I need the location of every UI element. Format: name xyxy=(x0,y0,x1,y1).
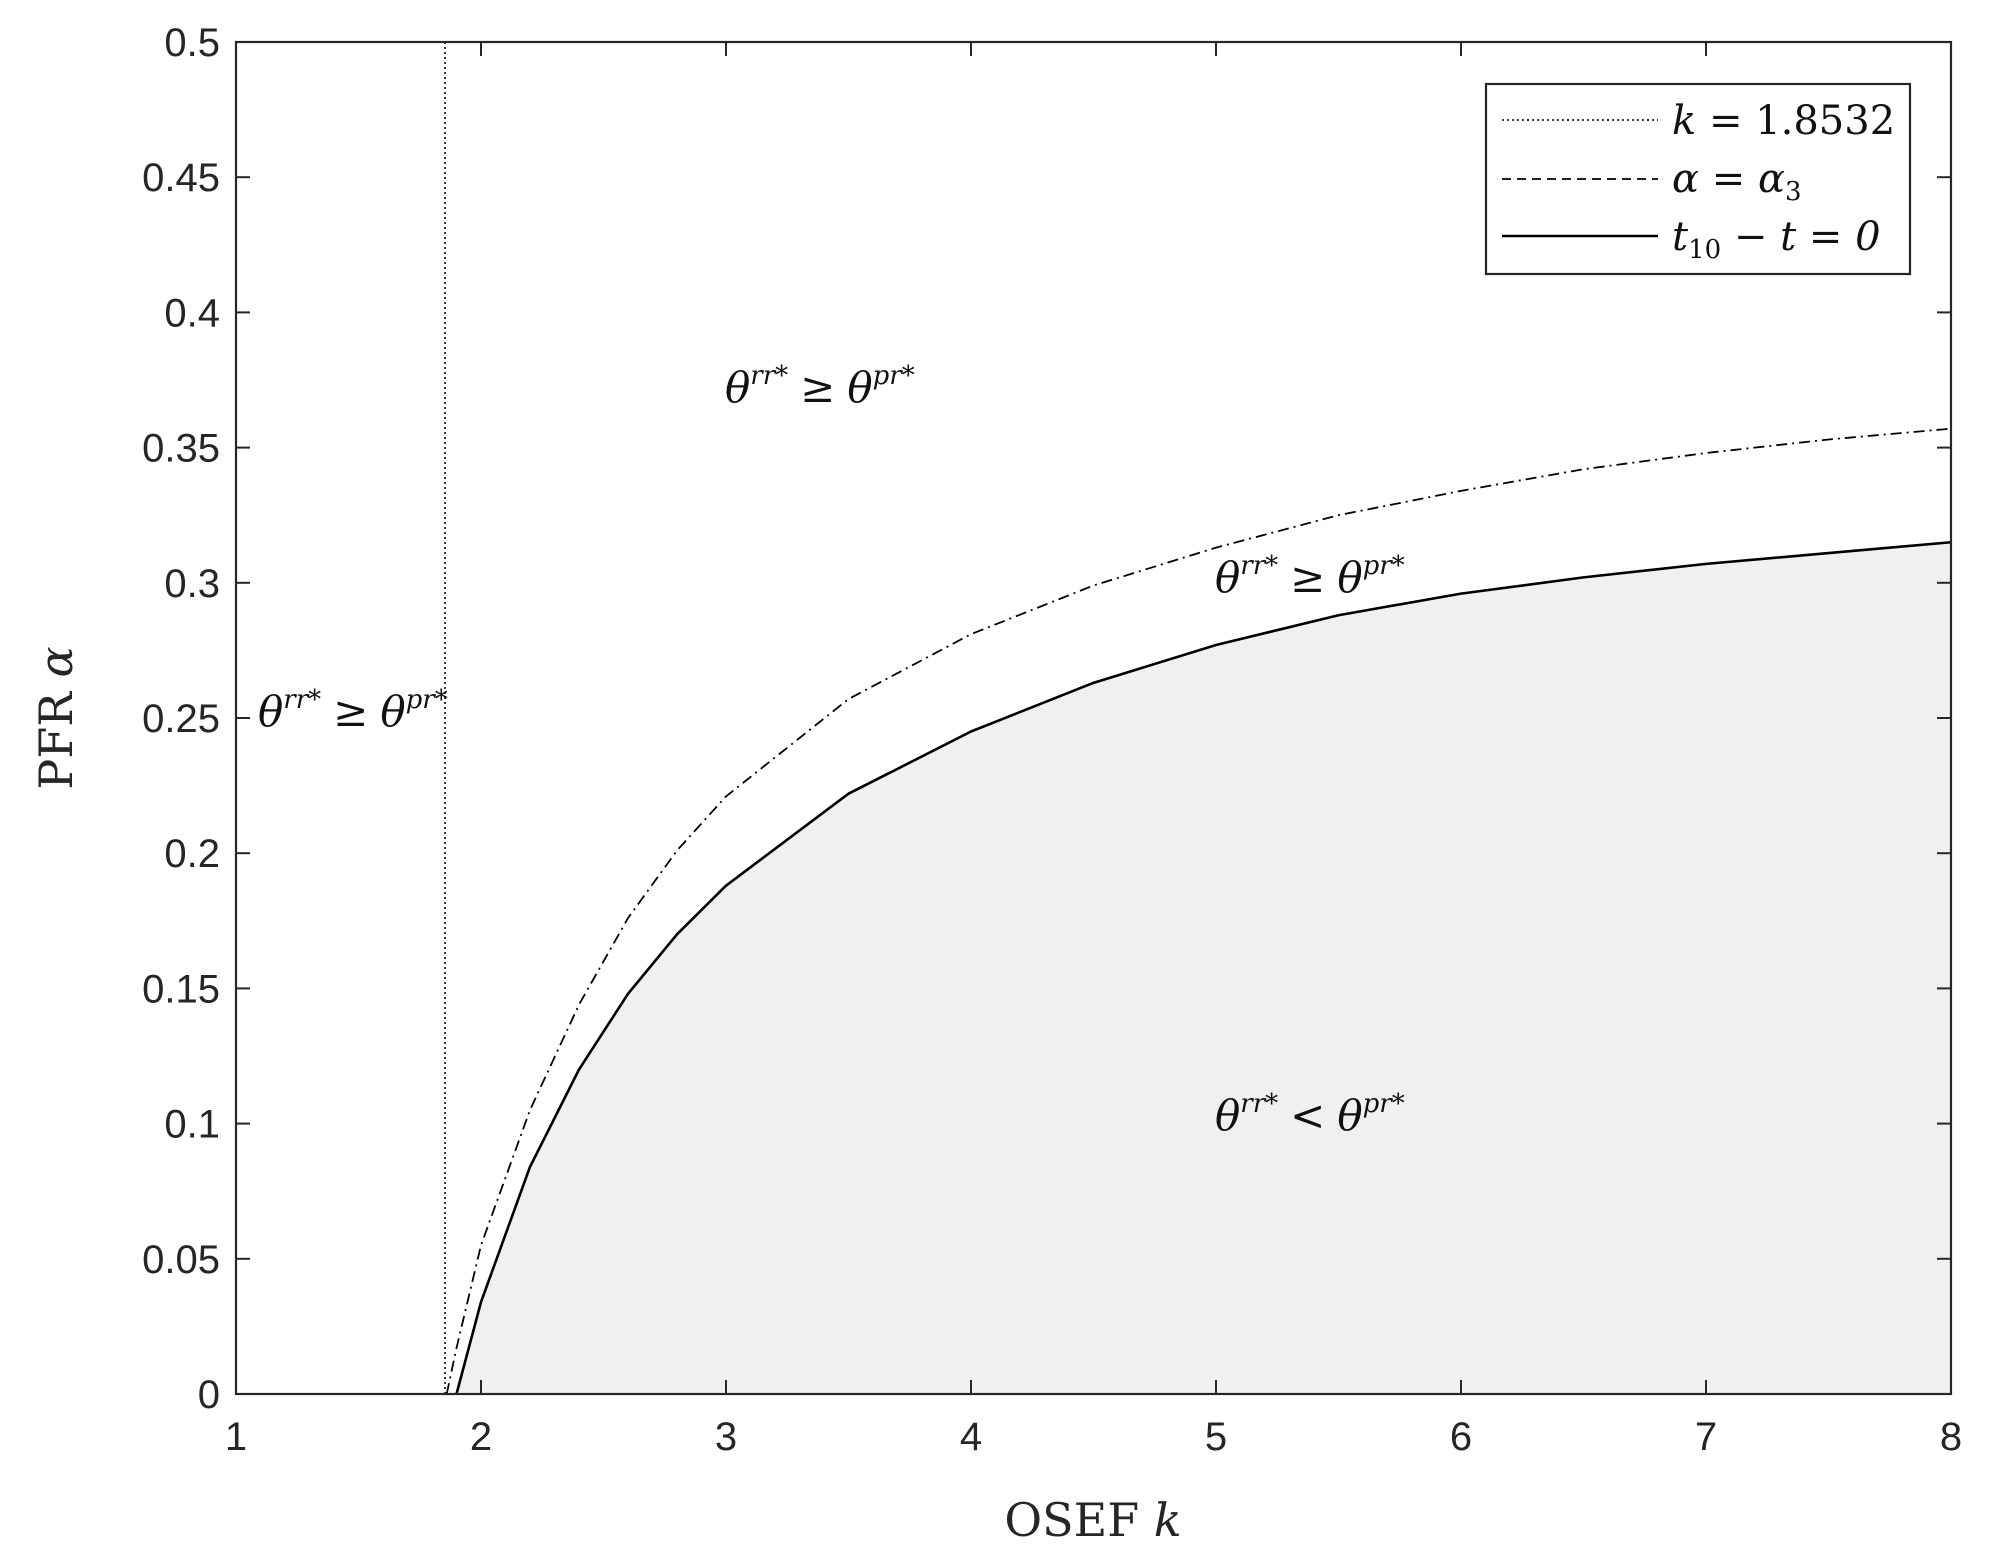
x-tick-label-7: 7 xyxy=(1695,1415,1717,1459)
y-tick-label-0: 0 xyxy=(198,1373,220,1417)
y-tick-label-0-25: 0.25 xyxy=(142,697,220,741)
region-label-left: θrr* ≥ θpr* xyxy=(258,685,448,736)
x-axis-label: OSEF k xyxy=(1004,1493,1181,1547)
y-tick-label-0-05: 0.05 xyxy=(142,1238,220,1282)
series-layer xyxy=(444,42,1952,1395)
x-tick-label-1: 1 xyxy=(225,1415,247,1459)
legend-entry-t10: t10 − t = 0 xyxy=(1672,214,1881,265)
y-tick-label-0-2: 0.2 xyxy=(164,832,220,876)
y-tick-label-0-15: 0.15 xyxy=(142,967,220,1011)
region-label-middle: θrr* ≥ θpr* xyxy=(1215,551,1405,602)
y-tick-label-0-35: 0.35 xyxy=(142,427,220,471)
x-tick-label-5: 5 xyxy=(1205,1415,1227,1459)
y-tick-label-0-45: 0.45 xyxy=(142,156,220,200)
legend-entry-alpha: α = α3 xyxy=(1672,156,1802,207)
legend-entry-k: k = 1.8532 xyxy=(1672,98,1895,144)
y-axis-label: PFR α xyxy=(29,646,83,789)
x-tick-label-4: 4 xyxy=(960,1415,982,1459)
x-tick-label-8: 8 xyxy=(1940,1415,1962,1459)
region-label-bottom: θrr* < θpr* xyxy=(1215,1089,1405,1140)
legend-box xyxy=(1484,82,1912,276)
region-label-top: θrr* ≥ θpr* xyxy=(725,361,915,412)
y-tick-label-0-1: 0.1 xyxy=(164,1103,220,1147)
y-tick-label-0-4: 0.4 xyxy=(164,291,220,335)
series-t10-line xyxy=(455,540,1952,1395)
x-tick-label-3: 3 xyxy=(715,1415,737,1459)
x-tick-label-6: 6 xyxy=(1450,1415,1472,1459)
y-tick-label-0-5: 0.5 xyxy=(164,21,220,65)
x-tick-label-2: 2 xyxy=(470,1415,492,1459)
series-alpha3-line xyxy=(445,427,1952,1395)
shaded-region xyxy=(456,542,1951,1394)
legend: k = 1.8532 α = α3 t10 − t = 0 xyxy=(1484,82,1912,276)
ticks-layer: 1 2 3 4 5 6 7 8 0 0.05 0.1 0.15 0.2 0.25 0.3 0.35 0.4 0.4… xyxy=(142,21,1962,1459)
y-tick-label-0-3: 0.3 xyxy=(164,562,220,606)
